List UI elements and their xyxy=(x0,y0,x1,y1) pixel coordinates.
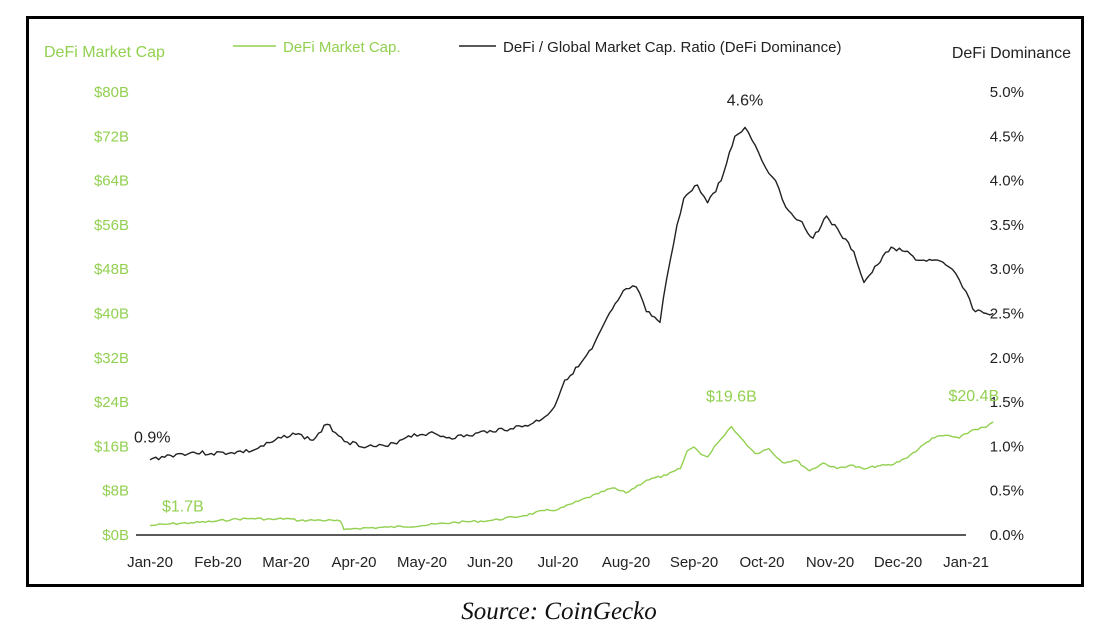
series-line-dominance xyxy=(149,126,994,461)
left-tick-label: $64B xyxy=(94,173,129,190)
data-label: $1.7B xyxy=(162,499,204,516)
x-tick-label: Mar-20 xyxy=(262,554,310,571)
right-axis-title: DeFi Dominance xyxy=(952,45,1071,62)
x-tick-label: Jan-20 xyxy=(127,554,173,571)
x-tick-label: Nov-20 xyxy=(806,554,854,571)
data-label: $20.4B xyxy=(948,388,999,405)
legend-label-dominance: DeFi / Global Market Cap. Ratio (DeFi Do… xyxy=(503,39,841,56)
left-tick-label: $8B xyxy=(102,483,129,500)
left-tick-label: $0B xyxy=(102,527,129,544)
left-tick-label: $80B xyxy=(94,84,129,101)
right-tick-label: 3.5% xyxy=(990,217,1024,234)
left-axis-title: DeFi Market Cap xyxy=(44,44,165,61)
right-tick-label: 1.5% xyxy=(990,394,1024,411)
x-tick-label: Aug-20 xyxy=(602,554,650,571)
x-tick-label: Feb-20 xyxy=(194,554,242,571)
data-label: 4.6% xyxy=(727,92,763,109)
right-tick-label: 2.0% xyxy=(990,350,1024,367)
legend-label-market-cap: DeFi Market Cap. xyxy=(283,39,401,56)
x-tick-label: Sep-20 xyxy=(670,554,718,571)
left-tick-label: $16B xyxy=(94,438,129,455)
left-tick-label: $24B xyxy=(94,394,129,411)
left-tick-label: $72B xyxy=(94,128,129,145)
x-tick-label: May-20 xyxy=(397,554,447,571)
left-tick-label: $40B xyxy=(94,306,129,323)
right-tick-label: 4.5% xyxy=(990,128,1024,145)
x-tick-label: Jul-20 xyxy=(538,554,579,571)
data-label: $19.6B xyxy=(706,388,757,405)
chart-frame xyxy=(26,16,1084,587)
x-tick-label: Dec-20 xyxy=(874,554,922,571)
right-tick-label: 5.0% xyxy=(990,84,1024,101)
left-tick-label: $32B xyxy=(94,350,129,367)
right-tick-label: 3.0% xyxy=(990,261,1024,278)
left-tick-label: $48B xyxy=(94,261,129,278)
data-label: 0.9% xyxy=(134,429,170,446)
defi-chart: DeFi Market Cap $0B $8B $16B $24B $32B $40B $48… xyxy=(44,39,1071,571)
left-tick-label: $56B xyxy=(94,217,129,234)
right-tick-label: 2.5% xyxy=(990,306,1024,323)
x-tick-label: Jan-21 xyxy=(943,554,989,571)
right-tick-label: 0.0% xyxy=(990,527,1024,544)
right-tick-label: 0.5% xyxy=(990,483,1024,500)
series-line-market-cap xyxy=(149,421,994,531)
x-tick-label: Apr-20 xyxy=(331,554,376,571)
x-tick-label: Oct-20 xyxy=(739,554,784,571)
source-caption: Source: CoinGecko xyxy=(461,598,657,625)
x-tick-label: Jun-20 xyxy=(467,554,513,571)
right-tick-label: 4.0% xyxy=(990,173,1024,190)
right-tick-label: 1.0% xyxy=(990,438,1024,455)
